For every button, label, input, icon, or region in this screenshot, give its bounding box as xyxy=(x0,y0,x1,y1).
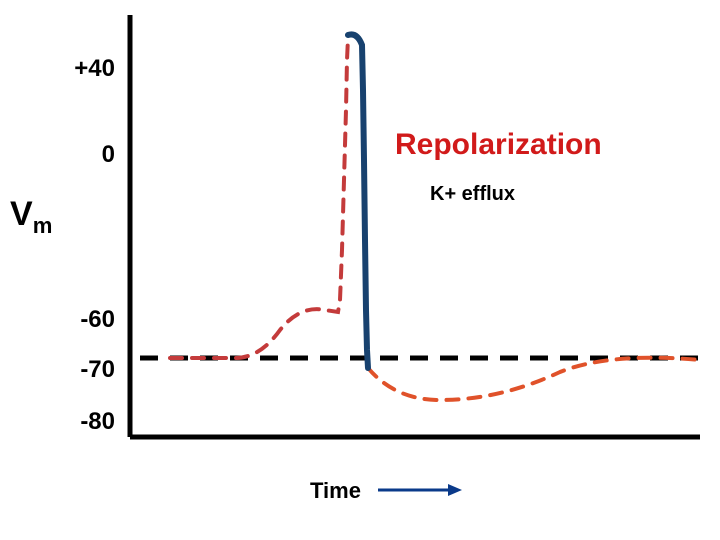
ytick-minus70: -70 xyxy=(80,356,115,384)
ytick-plus40: +40 xyxy=(74,55,115,83)
x-axis-label: Time xyxy=(310,478,361,504)
series-repolarization xyxy=(348,34,368,368)
k-efflux-label: K+ efflux xyxy=(430,183,515,206)
ytick-0: 0 xyxy=(102,141,115,169)
ytick-minus80: -80 xyxy=(80,408,115,436)
y-axis-label: Vm xyxy=(10,195,52,239)
series-rising xyxy=(170,38,348,358)
series-after-hyper xyxy=(368,358,700,400)
time-arrow xyxy=(378,484,462,496)
axes xyxy=(130,15,700,437)
repolarization-title: Repolarization xyxy=(395,128,602,162)
action-potential-chart: +40 0 -60 -70 -80 Vm Time Repolarization… xyxy=(0,0,720,540)
ytick-minus60: -60 xyxy=(80,306,115,334)
